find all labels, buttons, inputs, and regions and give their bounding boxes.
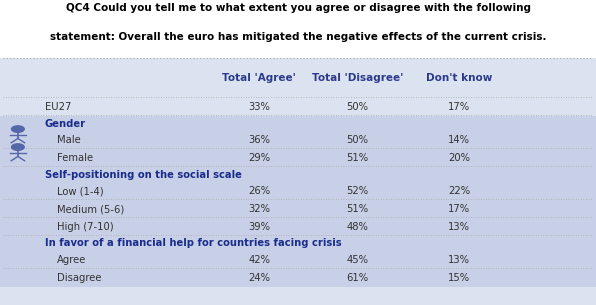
Text: Male: Male <box>57 135 80 145</box>
Text: 22%: 22% <box>448 186 470 196</box>
Circle shape <box>11 126 24 132</box>
Text: Agree: Agree <box>57 255 86 265</box>
Text: 45%: 45% <box>347 255 368 265</box>
Text: 32%: 32% <box>249 204 270 214</box>
Circle shape <box>11 144 24 150</box>
Bar <box>0 116 596 167</box>
Text: QC4 Could you tell me to what extent you agree or disagree with the following: QC4 Could you tell me to what extent you… <box>66 3 530 13</box>
Text: 26%: 26% <box>248 186 271 196</box>
Text: Don't know: Don't know <box>426 73 492 83</box>
Text: 61%: 61% <box>346 273 369 283</box>
Text: Female: Female <box>57 153 93 163</box>
Text: 33%: 33% <box>249 102 270 112</box>
Text: 50%: 50% <box>347 102 368 112</box>
Text: 20%: 20% <box>448 153 470 163</box>
Text: 48%: 48% <box>347 222 368 232</box>
Text: High (7-10): High (7-10) <box>57 222 113 232</box>
Text: statement: Overall the euro has mitigated the negative effects of the current cr: statement: Overall the euro has mitigate… <box>49 32 547 42</box>
Text: Total 'Agree': Total 'Agree' <box>222 73 296 83</box>
Bar <box>0 236 596 287</box>
Text: 17%: 17% <box>448 204 470 214</box>
Bar <box>0 58 596 305</box>
Text: In favor of a financial help for countries facing crisis: In favor of a financial help for countri… <box>45 239 342 249</box>
Text: 24%: 24% <box>249 273 270 283</box>
Text: Disagree: Disagree <box>57 273 101 283</box>
Text: Gender: Gender <box>45 119 86 128</box>
Text: 39%: 39% <box>249 222 270 232</box>
Text: 13%: 13% <box>448 255 470 265</box>
Text: 52%: 52% <box>346 186 369 196</box>
Text: 15%: 15% <box>448 273 470 283</box>
Text: Medium (5-6): Medium (5-6) <box>57 204 124 214</box>
Text: Total 'Disagree': Total 'Disagree' <box>312 73 403 83</box>
Text: 42%: 42% <box>249 255 270 265</box>
Text: Low (1-4): Low (1-4) <box>57 186 103 196</box>
Text: 14%: 14% <box>448 135 470 145</box>
Text: 51%: 51% <box>346 153 369 163</box>
Text: 51%: 51% <box>346 204 369 214</box>
Text: 13%: 13% <box>448 222 470 232</box>
Text: 36%: 36% <box>249 135 270 145</box>
Text: EU27: EU27 <box>45 102 71 112</box>
Text: Self-positioning on the social scale: Self-positioning on the social scale <box>45 170 241 180</box>
Text: 29%: 29% <box>248 153 271 163</box>
Bar <box>0 167 596 236</box>
Text: 50%: 50% <box>347 135 368 145</box>
Text: 17%: 17% <box>448 102 470 112</box>
